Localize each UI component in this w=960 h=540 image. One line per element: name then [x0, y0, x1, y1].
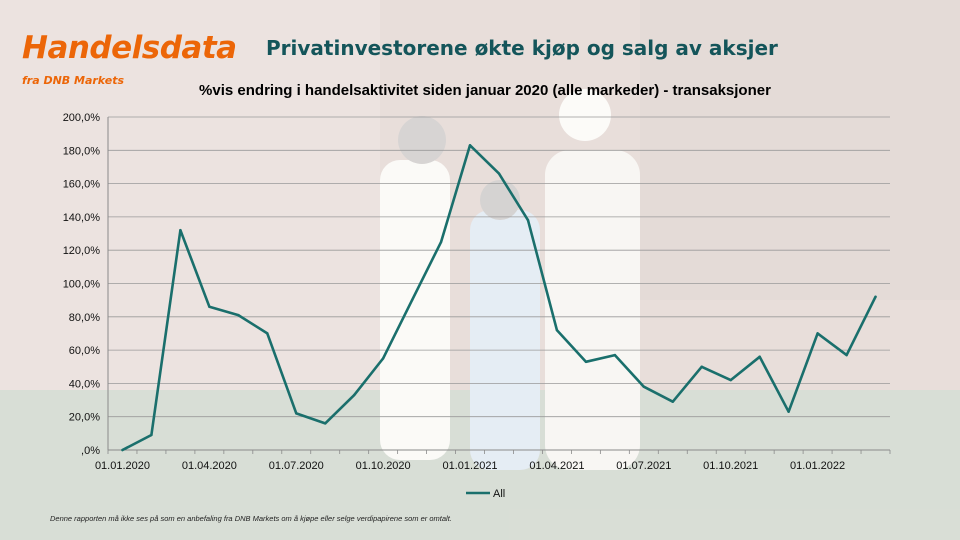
- y-tick-label: 20,0%: [69, 412, 100, 424]
- x-tick-label: 01.01.2021: [443, 460, 498, 472]
- data-point: [497, 172, 501, 175]
- brand-subtitle: fra DNB Markets: [22, 74, 124, 87]
- data-point: [208, 305, 211, 309]
- y-tick-label: 40,0%: [69, 378, 100, 390]
- x-tick-label: 01.07.2020: [269, 460, 324, 472]
- data-point: [584, 360, 588, 363]
- data-point: [787, 410, 790, 413]
- x-tick-label: 01.04.2021: [529, 460, 584, 472]
- data-point: [352, 393, 356, 397]
- y-tick-label: 200,0%: [63, 112, 101, 124]
- y-tick-label: ,0%: [81, 445, 100, 457]
- data-point: [381, 357, 385, 360]
- series-line-all: [121, 144, 877, 452]
- y-tick-label: 160,0%: [63, 179, 101, 191]
- data-point: [324, 422, 327, 425]
- chart-title: %vis endring i handelsaktivitet siden ja…: [199, 82, 771, 99]
- y-tick-label: 100,0%: [63, 279, 101, 291]
- data-point: [555, 328, 559, 332]
- y-tick-label: 80,0%: [69, 312, 100, 324]
- x-tick-label: 01.04.2020: [182, 460, 237, 472]
- x-tick-label: 01.10.2020: [356, 460, 411, 472]
- data-point: [845, 353, 848, 357]
- data-point: [410, 298, 414, 302]
- disclaimer-footnote: Denne rapporten må ikke ses på som en an…: [50, 514, 452, 523]
- data-point: [642, 385, 646, 388]
- y-tick-label: 120,0%: [63, 245, 101, 257]
- data-point: [150, 433, 153, 437]
- legend-label: All: [493, 488, 505, 500]
- x-tick-label: 01.07.2021: [616, 460, 671, 472]
- data-point: [237, 313, 240, 317]
- data-point: [816, 332, 819, 335]
- y-tick-label: 140,0%: [63, 212, 101, 224]
- data-point: [526, 219, 530, 222]
- data-point: [613, 353, 617, 357]
- brand-logo-text: Handelsdata: [22, 30, 237, 66]
- data-point: [671, 400, 674, 403]
- data-point: [700, 365, 703, 368]
- slide-headline: Privatinvestorene økte kjøp og salg av a…: [266, 36, 778, 60]
- x-tick-label: 01.01.2022: [790, 460, 845, 472]
- y-tick-label: 60,0%: [69, 345, 100, 357]
- data-point: [121, 448, 124, 452]
- data-point: [468, 144, 472, 147]
- x-tick-label: 01.10.2021: [703, 460, 758, 472]
- data-point: [439, 240, 443, 244]
- data-point: [179, 229, 182, 232]
- data-point: [874, 295, 877, 299]
- data-point: [758, 355, 761, 358]
- y-tick-label: 180,0%: [63, 145, 101, 157]
- data-point: [266, 332, 269, 335]
- data-point: [729, 378, 732, 382]
- data-point: [295, 412, 298, 415]
- x-tick-label: 01.01.2020: [95, 460, 150, 472]
